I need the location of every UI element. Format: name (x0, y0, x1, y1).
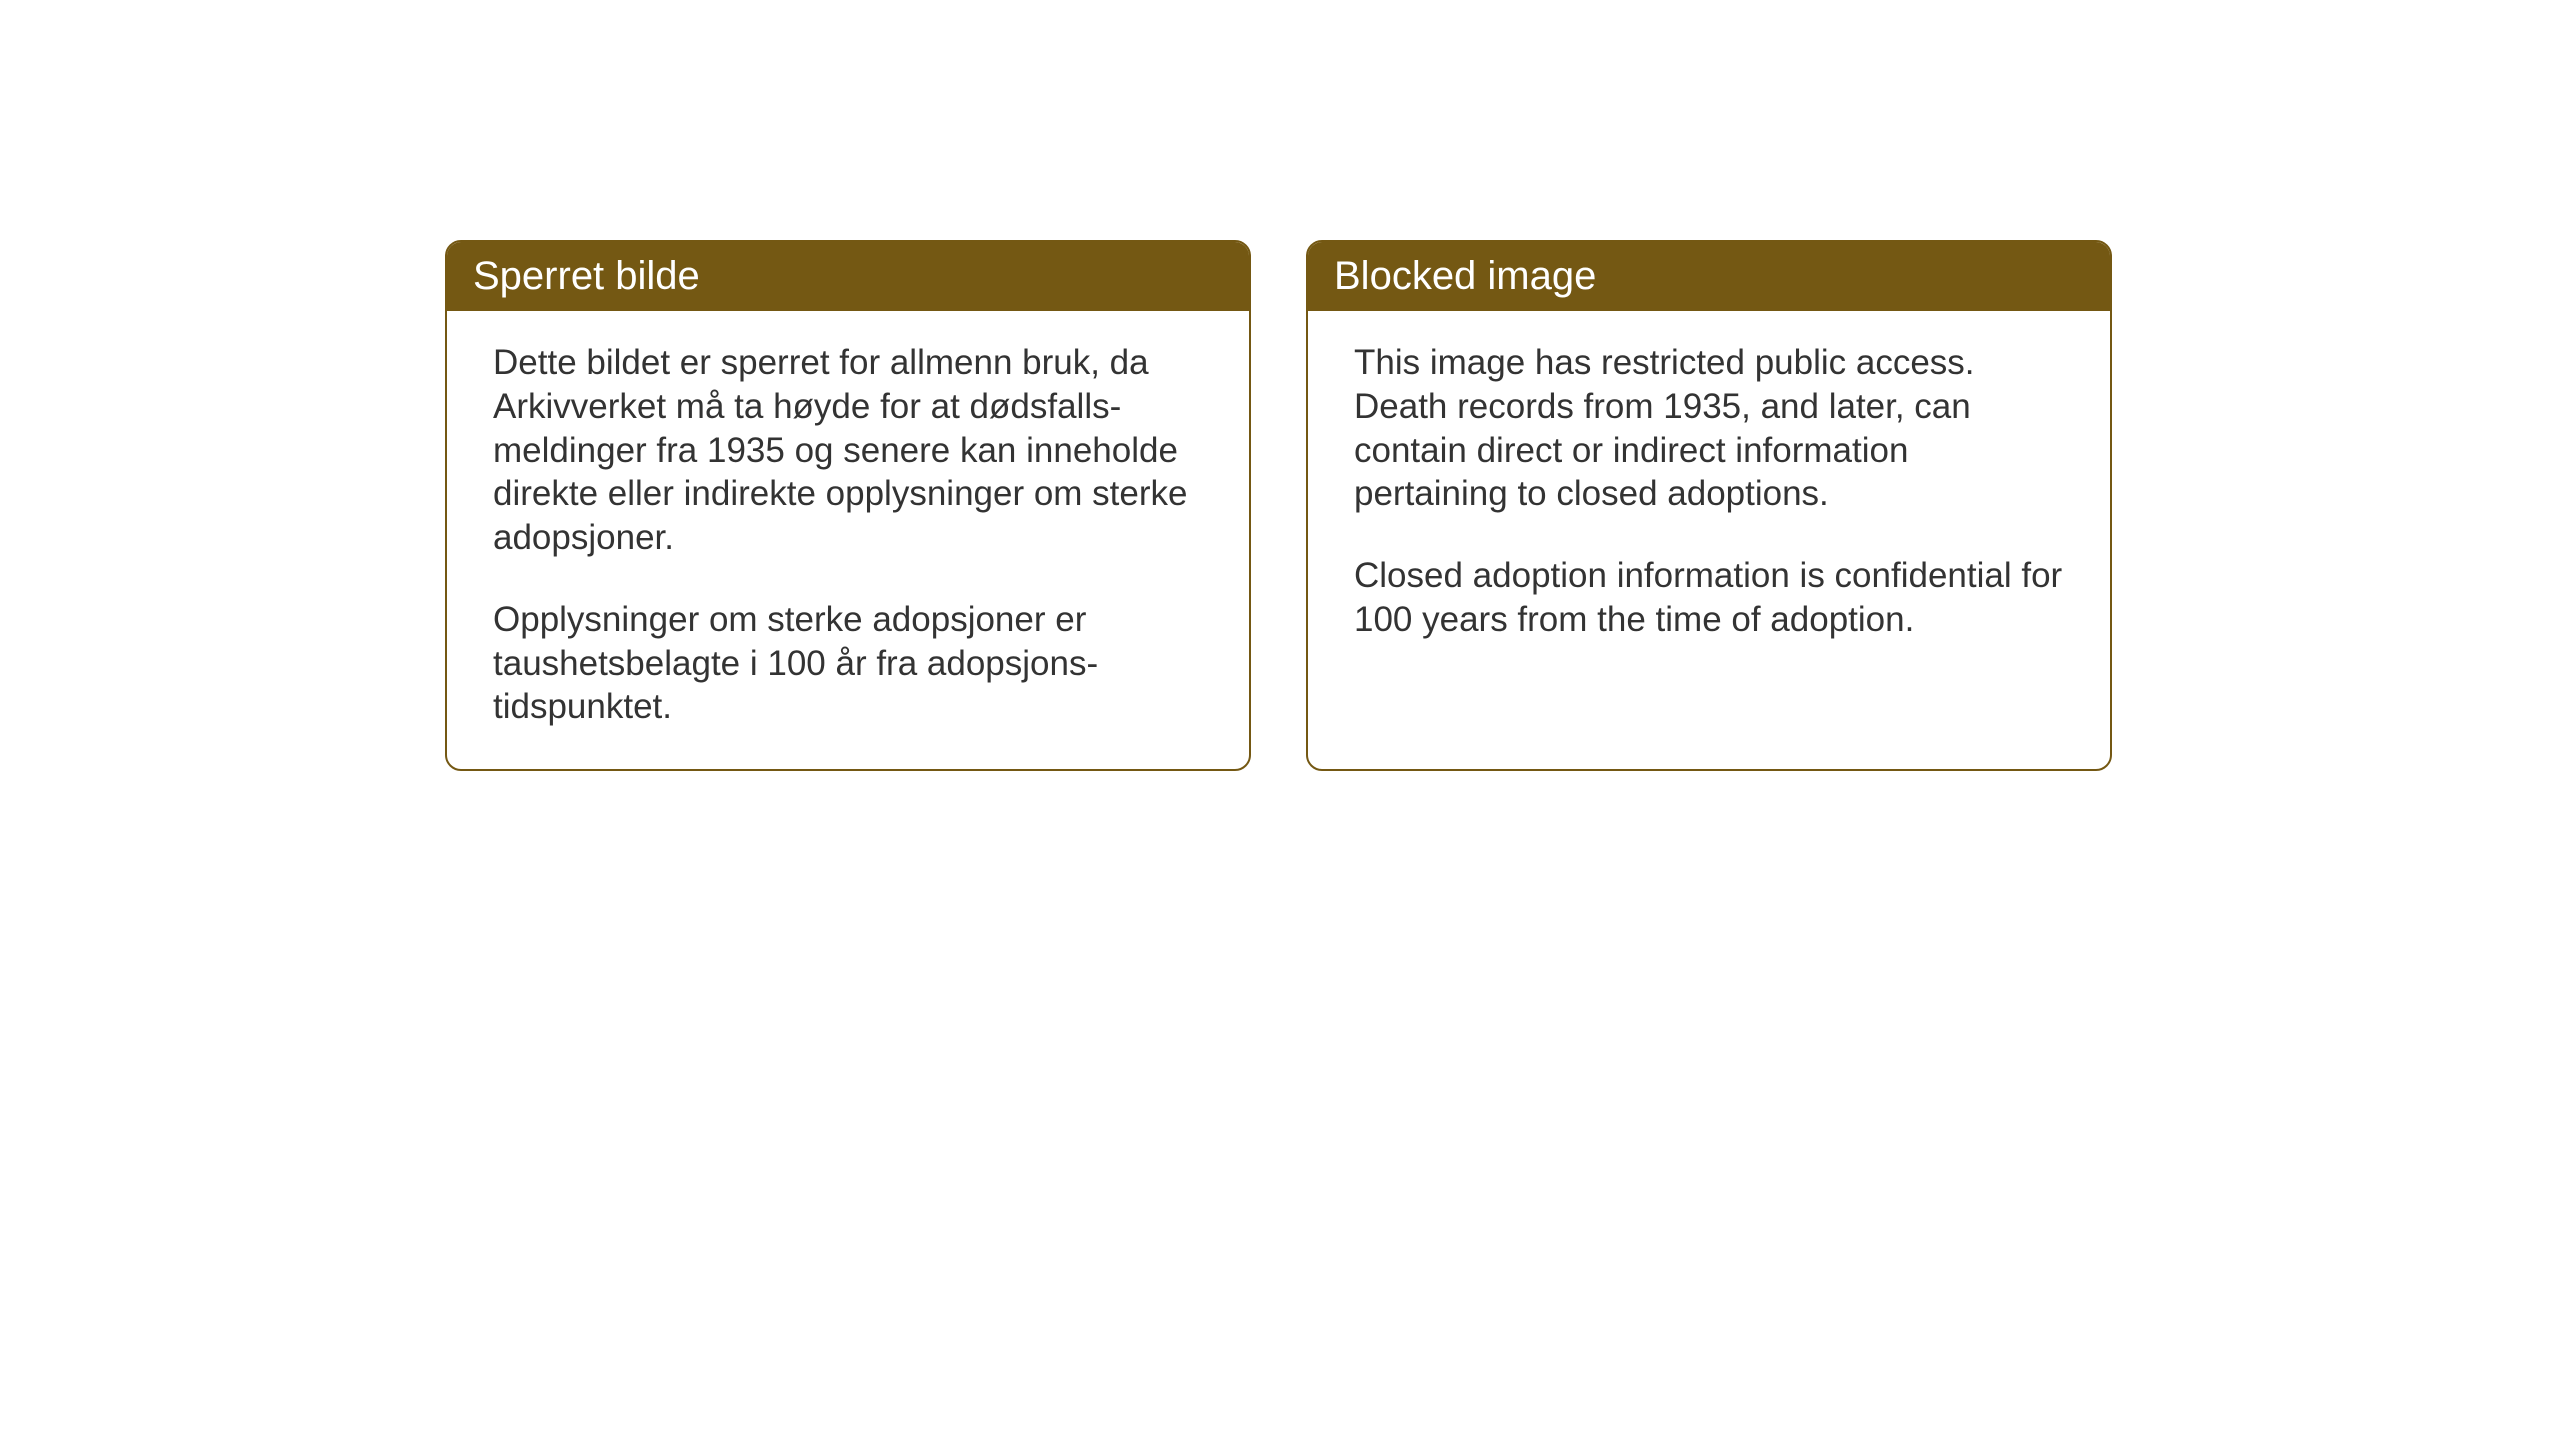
card-title: Blocked image (1334, 254, 1596, 298)
card-header: Blocked image (1308, 242, 2110, 311)
notice-container: Sperret bilde Dette bildet er sperret fo… (445, 240, 2112, 771)
card-body: This image has restricted public access.… (1308, 311, 2110, 682)
notice-paragraph: Closed adoption information is confident… (1354, 554, 2064, 642)
notice-card-english: Blocked image This image has restricted … (1306, 240, 2112, 771)
card-header: Sperret bilde (447, 242, 1249, 311)
card-title: Sperret bilde (473, 254, 700, 298)
notice-card-norwegian: Sperret bilde Dette bildet er sperret fo… (445, 240, 1251, 771)
notice-paragraph: Dette bildet er sperret for allmenn bruk… (493, 341, 1203, 560)
card-body: Dette bildet er sperret for allmenn bruk… (447, 311, 1249, 769)
notice-paragraph: Opplysninger om sterke adopsjoner er tau… (493, 598, 1203, 729)
notice-paragraph: This image has restricted public access.… (1354, 341, 2064, 516)
